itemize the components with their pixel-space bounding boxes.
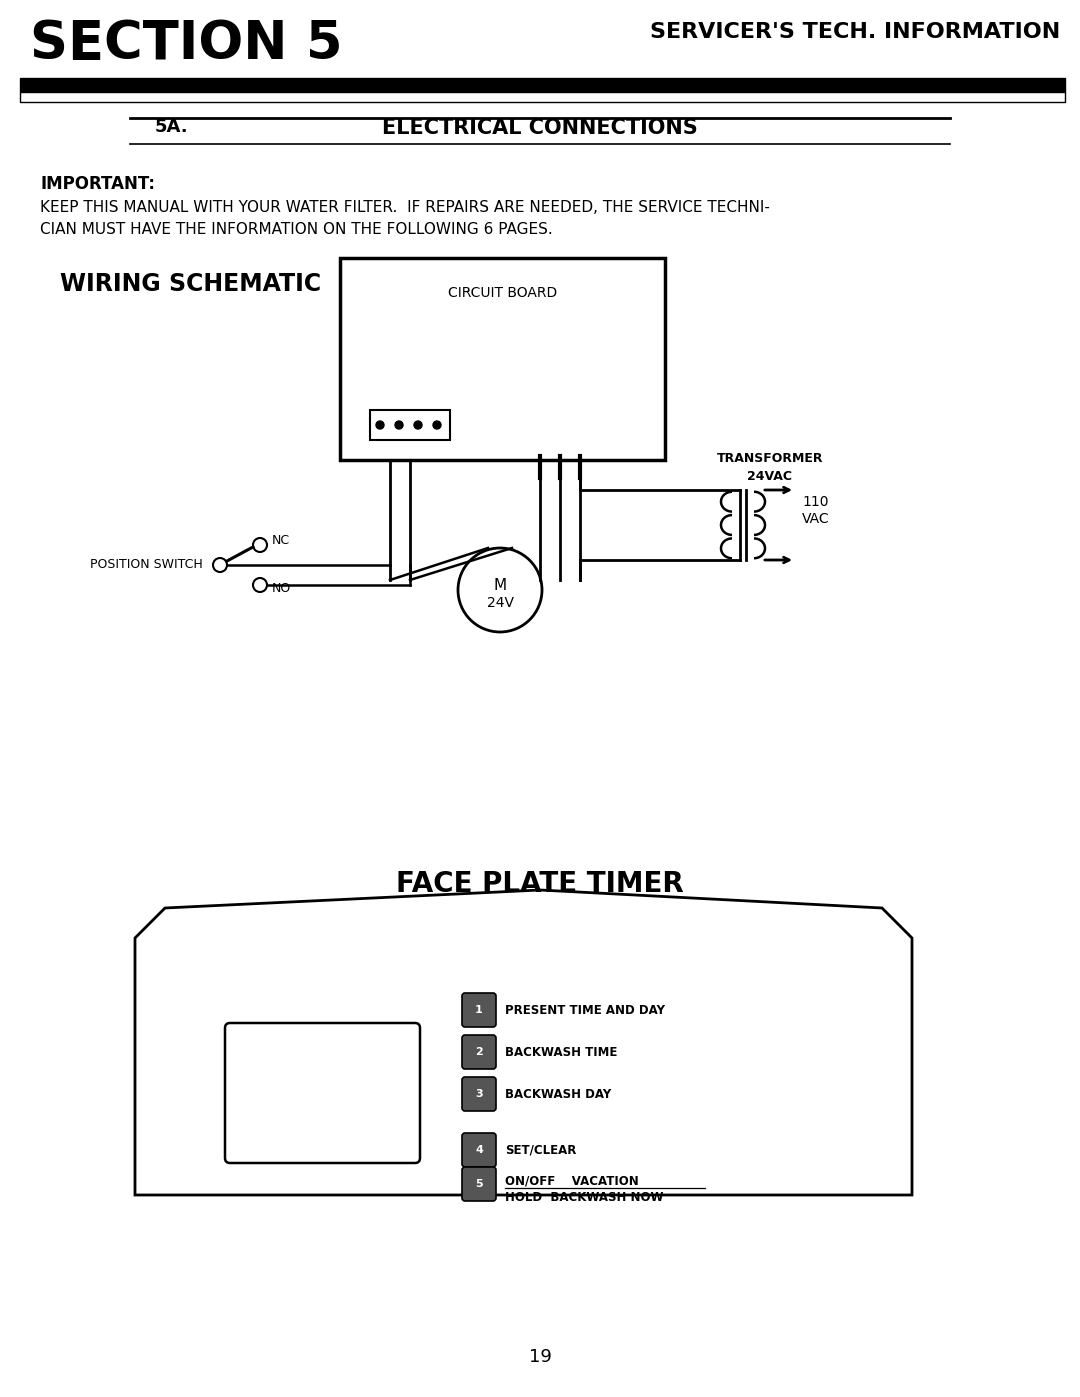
Text: 2: 2 — [475, 1046, 483, 1058]
Bar — [340, 258, 665, 460]
Text: 1: 1 — [475, 1004, 483, 1016]
FancyBboxPatch shape — [462, 1035, 496, 1069]
Text: 4: 4 — [475, 1146, 483, 1155]
Text: 5: 5 — [475, 1179, 483, 1189]
FancyBboxPatch shape — [462, 1133, 496, 1166]
Circle shape — [253, 578, 267, 592]
Text: CIAN MUST HAVE THE INFORMATION ON THE FOLLOWING 6 PAGES.: CIAN MUST HAVE THE INFORMATION ON THE FO… — [40, 222, 553, 237]
FancyBboxPatch shape — [225, 1023, 420, 1162]
Text: ON/OFF    VACATION: ON/OFF VACATION — [505, 1173, 638, 1187]
Bar — [21, 92, 1065, 102]
Text: 24VAC: 24VAC — [747, 469, 793, 483]
Bar — [370, 409, 450, 440]
Text: SET/CLEAR: SET/CLEAR — [505, 1144, 577, 1157]
Text: POSITION SWITCH: POSITION SWITCH — [90, 559, 203, 571]
Text: 3: 3 — [475, 1090, 483, 1099]
Text: SECTION 5: SECTION 5 — [30, 18, 342, 70]
Text: BACKWASH DAY: BACKWASH DAY — [505, 1087, 611, 1101]
Text: M: M — [494, 577, 507, 592]
Text: BACKWASH TIME: BACKWASH TIME — [505, 1045, 618, 1059]
Text: TRANSFORMER: TRANSFORMER — [717, 453, 823, 465]
Text: 110: 110 — [802, 495, 828, 509]
Text: PRESENT TIME AND DAY: PRESENT TIME AND DAY — [505, 1003, 665, 1017]
Text: NC: NC — [272, 535, 291, 548]
Text: IMPORTANT:: IMPORTANT: — [40, 175, 156, 193]
Text: 19: 19 — [528, 1348, 552, 1366]
Text: HOLD  BACKWASH NOW: HOLD BACKWASH NOW — [505, 1192, 663, 1204]
FancyBboxPatch shape — [462, 1166, 496, 1201]
Circle shape — [458, 548, 542, 631]
FancyBboxPatch shape — [462, 993, 496, 1027]
Text: WIRING SCHEMATIC: WIRING SCHEMATIC — [60, 272, 321, 296]
Text: CIRCUIT BOARD: CIRCUIT BOARD — [448, 286, 557, 300]
Text: 5A.: 5A. — [156, 117, 189, 136]
Circle shape — [213, 557, 227, 571]
Circle shape — [433, 420, 441, 429]
PathPatch shape — [135, 890, 912, 1194]
Text: FACE PLATE TIMER: FACE PLATE TIMER — [396, 870, 684, 898]
Text: KEEP THIS MANUAL WITH YOUR WATER FILTER.  IF REPAIRS ARE NEEDED, THE SERVICE TEC: KEEP THIS MANUAL WITH YOUR WATER FILTER.… — [40, 200, 770, 215]
Text: ELECTRICAL CONNECTIONS: ELECTRICAL CONNECTIONS — [382, 117, 698, 138]
Text: SERVICER'S TECH. INFORMATION: SERVICER'S TECH. INFORMATION — [650, 22, 1059, 42]
Text: 24V: 24V — [486, 597, 513, 610]
Text: NO: NO — [272, 583, 292, 595]
Text: VAC: VAC — [802, 511, 829, 527]
Circle shape — [395, 420, 403, 429]
Circle shape — [253, 538, 267, 552]
Circle shape — [376, 420, 384, 429]
Bar — [21, 78, 1065, 92]
FancyBboxPatch shape — [462, 1077, 496, 1111]
Circle shape — [414, 420, 422, 429]
